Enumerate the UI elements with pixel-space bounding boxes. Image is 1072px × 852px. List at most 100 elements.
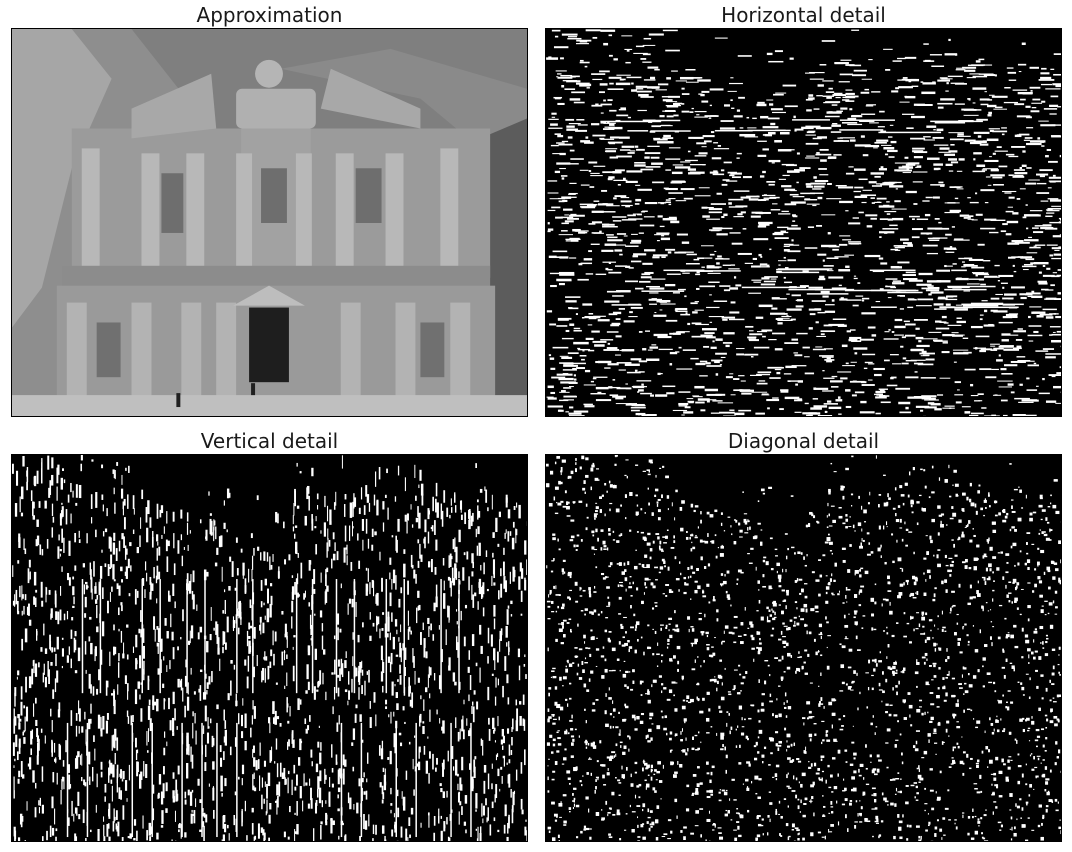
detail-speck <box>1045 209 1053 211</box>
detail-speck <box>190 574 192 583</box>
detail-speck <box>659 566 664 570</box>
detail-speck <box>938 296 946 298</box>
detail-speck <box>292 526 295 532</box>
detail-speck <box>665 199 671 201</box>
detail-speck <box>835 399 843 402</box>
detail-speck <box>922 244 938 247</box>
detail-speck <box>886 728 891 732</box>
approximation-title: Approximation <box>196 3 343 27</box>
detail-speck <box>16 600 19 613</box>
detail-speck <box>344 504 346 517</box>
detail-speck <box>1027 364 1039 367</box>
detail-edge <box>806 293 849 295</box>
detail-speck <box>334 659 336 675</box>
detail-speck <box>854 530 856 532</box>
detail-speck <box>930 184 945 186</box>
detail-speck <box>59 514 62 526</box>
detail-speck <box>808 94 814 97</box>
detail-speck <box>463 699 465 705</box>
detail-speck <box>160 825 164 828</box>
detail-speck <box>808 97 815 100</box>
detail-speck <box>568 192 578 195</box>
detail-speck <box>603 223 615 226</box>
detail-speck <box>156 534 159 542</box>
detail-speck <box>712 599 716 602</box>
detail-speck <box>152 784 155 794</box>
detail-speck <box>1058 246 1061 248</box>
detail-speck <box>304 718 307 725</box>
detail-speck <box>442 720 445 734</box>
detail-speck <box>457 642 459 658</box>
detail-speck <box>219 745 222 752</box>
detail-speck <box>609 136 620 139</box>
detail-speck <box>295 541 298 554</box>
detail-speck <box>56 670 59 683</box>
detail-speck <box>394 619 398 627</box>
detail-speck <box>365 790 368 800</box>
detail-speck <box>1009 662 1013 664</box>
detail-speck <box>503 757 505 767</box>
detail-speck <box>579 169 589 171</box>
detail-speck <box>418 761 421 771</box>
detail-speck <box>116 776 118 793</box>
detail-speck <box>504 656 507 671</box>
detail-speck <box>923 750 928 755</box>
detail-speck <box>284 650 286 661</box>
detail-speck <box>997 280 1000 282</box>
detail-speck <box>947 569 951 573</box>
detail-edge <box>869 269 916 272</box>
detail-speck <box>186 732 189 747</box>
detail-speck <box>588 170 592 173</box>
detail-speck <box>805 98 813 101</box>
detail-speck <box>656 240 660 242</box>
detail-speck <box>102 715 105 730</box>
detail-speck <box>229 746 232 756</box>
detail-speck <box>434 567 437 575</box>
detail-speck <box>269 603 272 618</box>
detail-speck <box>462 567 465 581</box>
detail-speck <box>516 708 519 723</box>
detail-speck <box>953 543 956 548</box>
detail-speck <box>500 583 503 598</box>
detail-speck <box>990 349 998 351</box>
detail-speck <box>706 393 722 396</box>
detail-speck <box>864 254 881 258</box>
detail-speck <box>915 577 918 582</box>
detail-speck <box>552 667 556 670</box>
detail-speck <box>604 243 617 246</box>
detail-speck <box>132 529 135 534</box>
detail-speck <box>559 256 569 259</box>
detail-speck <box>142 815 144 829</box>
detail-speck <box>606 331 619 333</box>
detail-speck <box>390 803 393 806</box>
detail-speck <box>395 692 399 699</box>
detail-speck <box>102 587 104 599</box>
detail-speck <box>519 701 522 705</box>
detail-speck <box>569 406 574 409</box>
detail-speck <box>427 508 430 520</box>
detail-speck <box>806 126 811 128</box>
detail-speck <box>451 746 454 759</box>
detail-speck <box>1001 333 1011 336</box>
detail-speck <box>163 526 165 534</box>
detail-speck <box>949 612 952 614</box>
detail-speck <box>727 90 737 92</box>
detail-speck <box>389 750 392 765</box>
detail-speck <box>39 544 42 555</box>
detail-speck <box>682 272 690 274</box>
detail-speck <box>459 777 462 791</box>
detail-speck <box>985 602 988 604</box>
detail-speck <box>468 650 471 660</box>
detail-speck <box>1040 83 1053 86</box>
detail-speck <box>374 531 377 536</box>
detail-speck <box>23 705 26 709</box>
detail-speck <box>418 484 420 489</box>
detail-speck <box>120 769 122 779</box>
detail-speck <box>24 840 26 841</box>
detail-speck <box>557 730 560 732</box>
detail-speck <box>75 725 78 737</box>
detail-speck <box>787 259 796 262</box>
detail-speck <box>388 714 390 718</box>
detail-speck <box>50 661 53 666</box>
detail-speck <box>681 241 690 244</box>
